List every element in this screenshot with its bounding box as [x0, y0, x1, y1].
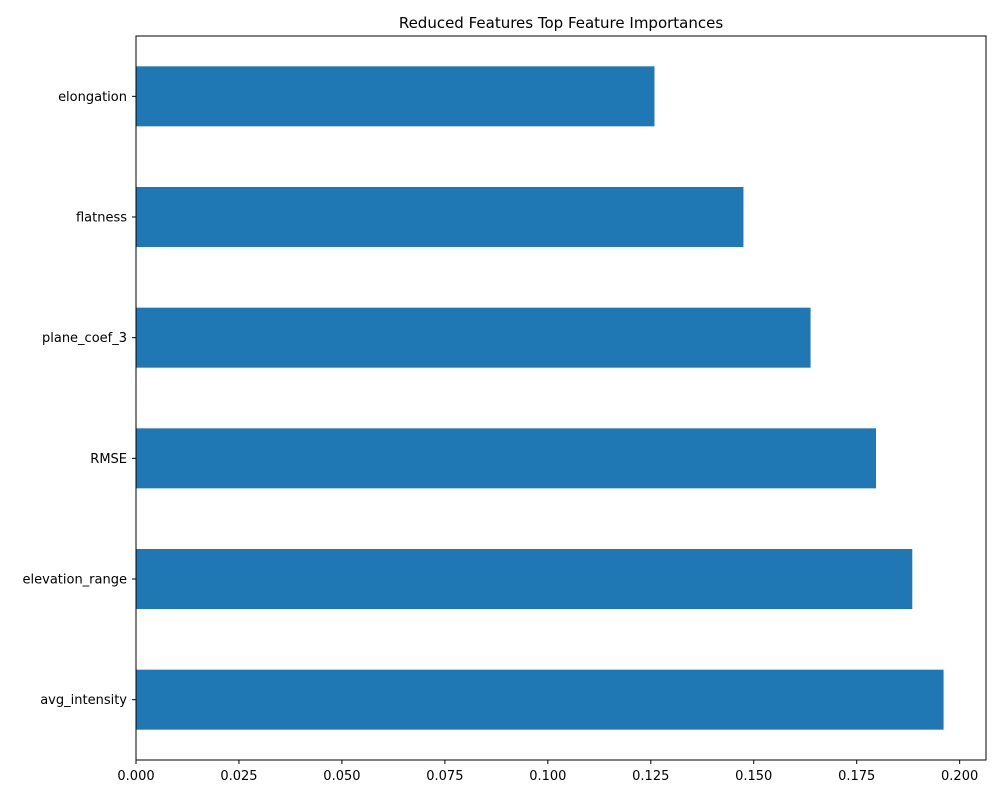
x-tick-label: 0.150: [735, 769, 772, 784]
bar-elevation_range: [136, 549, 913, 609]
y-tick-label: elevation_range: [23, 573, 127, 588]
x-tick-label: 0.025: [220, 769, 257, 784]
x-tick-label: 0.175: [838, 769, 875, 784]
y-tick-label: elongation: [58, 90, 127, 105]
bar-elongation: [136, 66, 655, 127]
plot-frame: [135, 35, 987, 761]
x-axis-ticks: 0.000 0.025 0.050 0.075 0.100 0.125 0.150 0.175…: [117, 760, 978, 784]
x-tick-label: 0.100: [529, 769, 566, 784]
bar-RMSE: [136, 428, 877, 489]
bars-group: [136, 66, 944, 730]
y-tick-label: flatness: [76, 211, 127, 226]
bar-plane_coef_3: [136, 307, 811, 368]
y-tick-label: plane_coef_3: [42, 331, 127, 346]
y-tick-label: RMSE: [90, 452, 127, 467]
x-tick-label: 0.050: [323, 769, 360, 784]
bar-avg_intensity: [136, 669, 944, 730]
x-tick-label: 0.075: [426, 769, 463, 784]
y-tick-label: avg_intensity: [40, 693, 127, 708]
chart-title: Reduced Features Top Feature Importances: [399, 14, 724, 32]
x-tick-label: 0.200: [941, 769, 978, 784]
x-tick-label: 0.125: [632, 769, 669, 784]
x-tick-label: 0.000: [117, 769, 154, 784]
bar-flatness: [136, 187, 744, 247]
y-axis-ticks: elongation flatness plane_coef_3 RMSE elevat…: [23, 90, 136, 708]
